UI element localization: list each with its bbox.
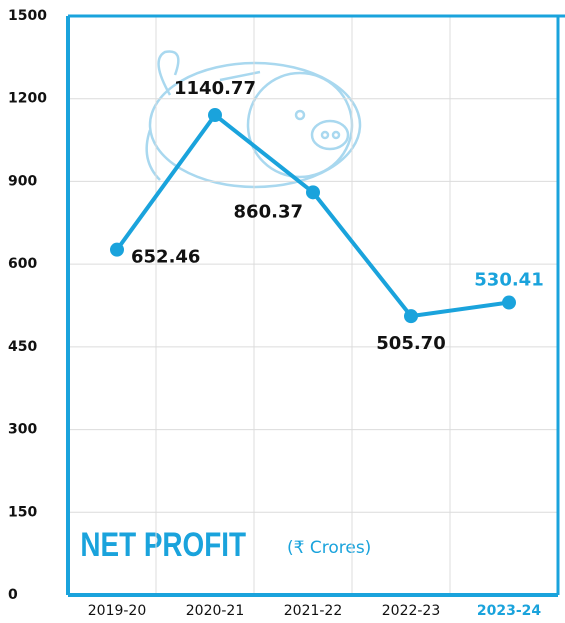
- y-tick-label: 150: [8, 504, 37, 520]
- x-tick-label: 2023-24: [477, 603, 542, 619]
- point: [208, 108, 222, 123]
- chart-title: NET PROFIT: [80, 525, 246, 563]
- chart-subtitle: (₹ Crores): [287, 538, 371, 558]
- value-label: 1140.77: [174, 78, 256, 99]
- point: [502, 295, 516, 310]
- y-tick-label: 300: [8, 422, 37, 438]
- piggy-icon: [145, 50, 362, 189]
- point: [404, 309, 418, 324]
- y-tick-label: 900: [8, 173, 37, 189]
- point: [306, 185, 320, 200]
- value-label: 530.41: [474, 270, 543, 291]
- point: [110, 242, 124, 257]
- x-tick-label: 2020-21: [186, 603, 245, 619]
- x-tick-label: 2022-23: [382, 603, 441, 619]
- x-tick-label: 2021-22: [284, 603, 343, 619]
- value-label: 860.37: [234, 201, 303, 222]
- x-tick-label: 2019-20: [88, 603, 147, 619]
- y-tick-label: 0: [8, 587, 18, 603]
- plot: 0 150 300 450 600 900 1200 1500 2019-20 2020-21 20…: [8, 8, 565, 619]
- y-tick-label: 1500: [8, 8, 47, 24]
- y-tick-label: 1200: [8, 91, 47, 107]
- y-tick-label: 600: [8, 256, 37, 272]
- value-label: 505.70: [376, 333, 445, 354]
- y-tick-label: 450: [8, 339, 37, 355]
- value-label: 652.46: [131, 247, 200, 268]
